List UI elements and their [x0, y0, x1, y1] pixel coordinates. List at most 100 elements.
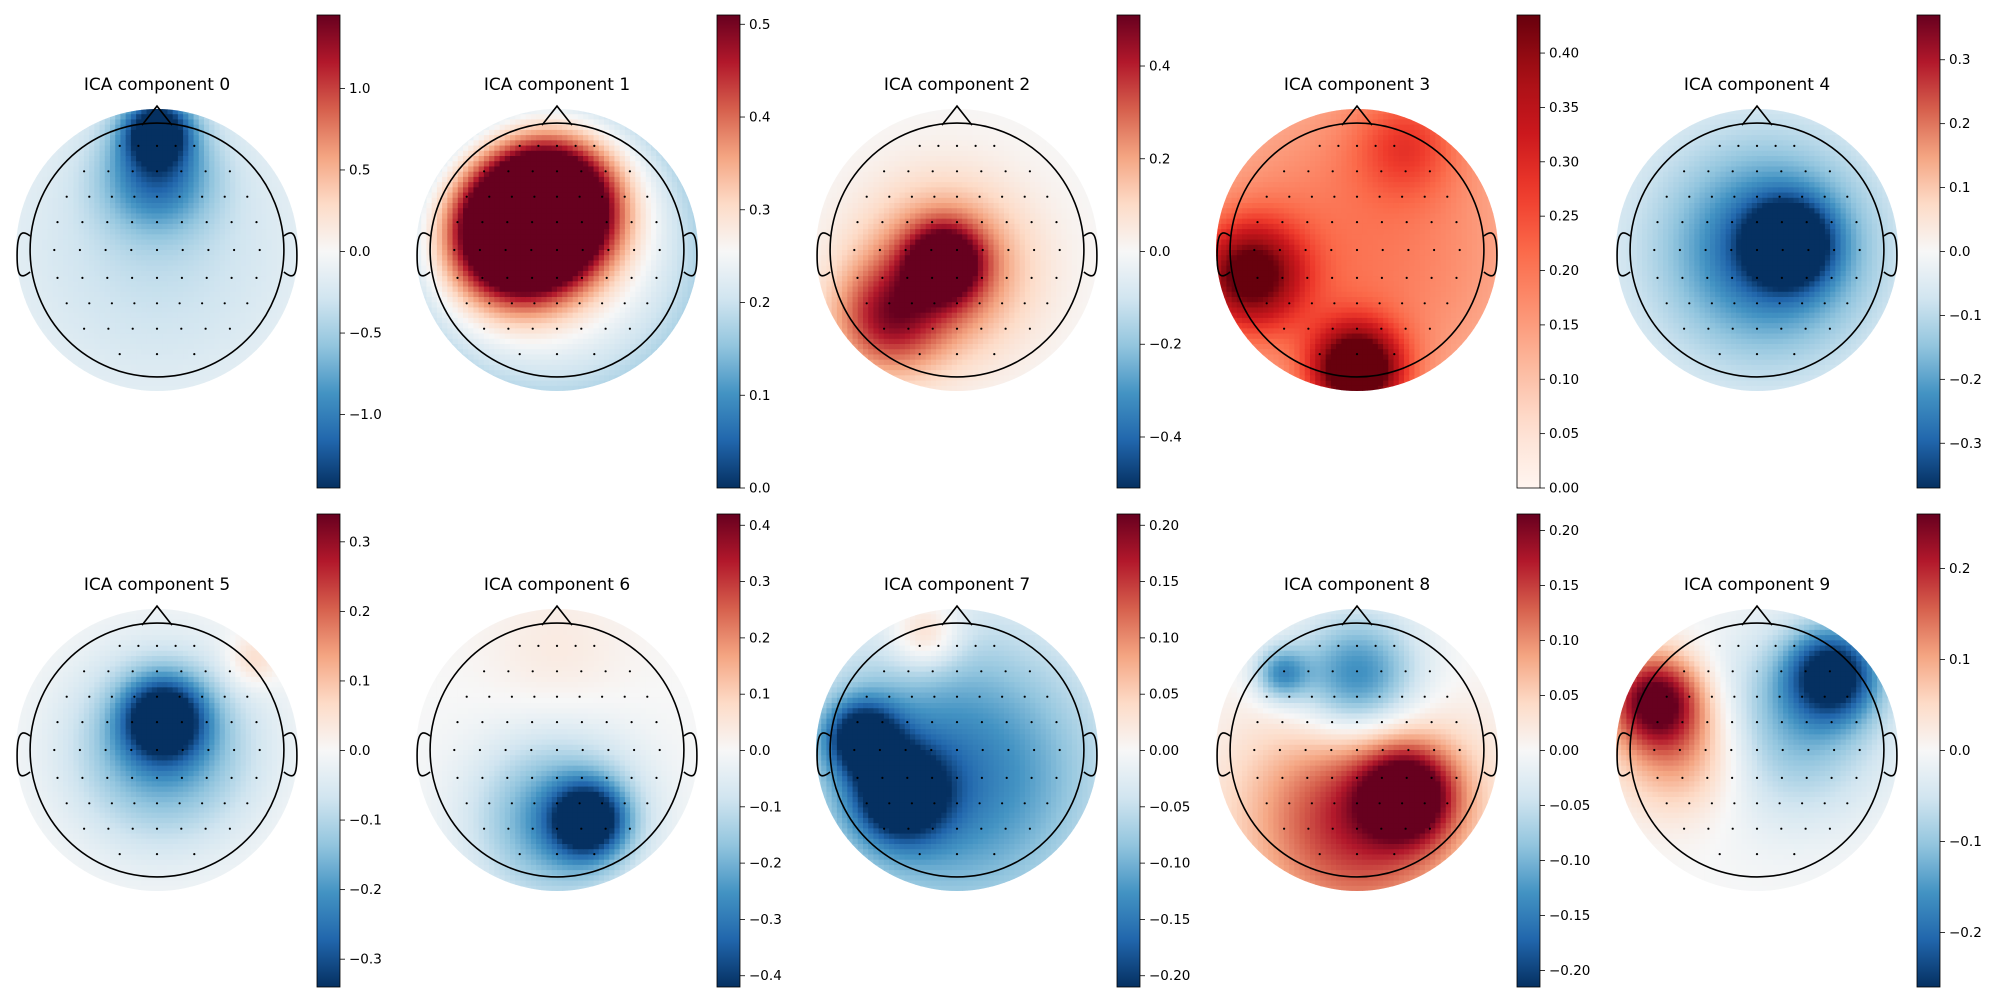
- colorbar: 0.4 0.2 0.0 −0.2 −0.4: [1116, 14, 1182, 489]
- sensor-dot: [1004, 670, 1007, 673]
- colorbar-tick-label: 0.2: [749, 630, 770, 646]
- topomap-title: ICA component 6: [484, 575, 630, 595]
- sensor-dot: [1355, 853, 1359, 856]
- sensor-dot: [955, 748, 959, 752]
- sensor-dot: [1805, 276, 1808, 279]
- sensor-dot: [1731, 721, 1734, 724]
- sensor-dot: [1028, 327, 1031, 330]
- nose-outline: [1341, 104, 1373, 126]
- sensor-dot: [258, 248, 261, 252]
- sensor-dot: [1374, 644, 1377, 648]
- colorbar-tick-label: 0.2: [749, 295, 770, 311]
- sensor-dot: [246, 195, 249, 198]
- nose-outline: [941, 604, 973, 626]
- sensor-dot: [255, 776, 258, 780]
- topomap-panel-5: ICA component 5 0.3 0.2 0.1 0.0 −0.1 −0.2 −0.3: [16, 513, 382, 988]
- sensor-dot: [1755, 644, 1759, 648]
- sensor-dot: [518, 853, 521, 856]
- sensor-dot: [133, 302, 136, 305]
- sensor-dot: [1380, 221, 1383, 224]
- head-outline: [1629, 122, 1885, 378]
- colorbar-tick-label: 0.05: [1549, 426, 1579, 442]
- left-ear-outline: [16, 232, 31, 277]
- sensor-dot: [1355, 248, 1359, 252]
- sensor-dot: [531, 827, 534, 830]
- sensor-dot: [1355, 670, 1359, 673]
- sensor-dot: [533, 695, 536, 698]
- colorbar: 0.3 0.2 0.1 0.0 −0.1 −0.2 −0.3: [316, 513, 382, 988]
- colorbar-tick-label: −0.2: [1949, 925, 1982, 941]
- sensor-dot: [1393, 353, 1396, 356]
- sensor-dot: [1318, 353, 1321, 356]
- sensor-dot: [646, 802, 649, 805]
- sensor-dot: [883, 670, 886, 673]
- sensor-dot: [1755, 353, 1759, 356]
- colorbar-tick-label: 0.40: [1549, 46, 1579, 62]
- sensor-dot: [56, 276, 59, 279]
- sensor-dot: [1333, 302, 1336, 305]
- sensor-dot: [931, 721, 934, 724]
- sensor-dot: [1656, 276, 1659, 279]
- sensor-dot: [993, 853, 996, 856]
- sensor-dot: [937, 144, 940, 147]
- sensor-dot: [955, 776, 959, 780]
- sensor-dot: [1004, 827, 1007, 830]
- sensor-dot: [1778, 195, 1781, 198]
- colorbar-tick-label: −0.2: [749, 856, 782, 872]
- colorbar-tick-label: 0.3: [749, 574, 770, 590]
- sensor-dot: [155, 776, 159, 780]
- sensor-dot: [1718, 144, 1721, 147]
- sensor-dot: [1805, 776, 1808, 780]
- sensor-dot: [1355, 802, 1359, 805]
- sensor-dot: [881, 221, 884, 224]
- colorbar: 0.20 0.15 0.10 0.05 0.00 −0.05 −0.10 −0.15 −0.20: [1116, 513, 1190, 988]
- sensor-dot: [1846, 302, 1849, 305]
- sensor-dot: [481, 721, 484, 724]
- right-ear-outline: [1083, 232, 1098, 277]
- sensor-dot: [131, 276, 134, 279]
- sensor-dot: [580, 827, 583, 830]
- sensor-dot: [1793, 644, 1796, 648]
- sensor-dot: [1281, 721, 1284, 724]
- sensor-dot: [1710, 302, 1713, 305]
- colorbar-gradient: [1516, 14, 1541, 489]
- colorbar-tick-label: −1.0: [349, 407, 382, 423]
- sensor-dot: [507, 170, 510, 173]
- sensor-dot: [488, 195, 491, 198]
- sensor-dot: [1055, 221, 1058, 224]
- colorbar-tick-label: −0.10: [1549, 853, 1590, 869]
- sensor-dot: [1665, 695, 1668, 698]
- sensor-dot: [1430, 221, 1433, 224]
- sensor-dot: [888, 195, 891, 198]
- sensor-dot: [955, 327, 959, 330]
- nose-outline: [141, 604, 173, 626]
- sensor-dot: [1355, 353, 1359, 356]
- sensor-dot: [628, 670, 632, 673]
- sensor-dot: [904, 748, 907, 752]
- sensor-dot: [601, 195, 604, 198]
- sensor-dot: [1281, 276, 1284, 279]
- sensor-dot: [531, 221, 534, 224]
- sensor-dot: [1733, 302, 1736, 305]
- sensor-dot: [1755, 144, 1759, 147]
- sensor-dot: [1355, 695, 1359, 698]
- sensor-dot: [1733, 195, 1736, 198]
- sensor-dot: [155, 327, 159, 330]
- sensor-dot: [607, 748, 610, 752]
- sensor-dot: [1001, 802, 1004, 805]
- sensor-dot: [1678, 248, 1681, 252]
- sensor-dot: [207, 248, 210, 252]
- sensor-dot: [1855, 776, 1858, 780]
- sensor-dot: [1707, 827, 1710, 830]
- sensor-dot: [1005, 276, 1008, 279]
- sensor-dot: [1774, 144, 1777, 147]
- sensor-dot: [1337, 144, 1340, 147]
- sensor-dot: [1855, 721, 1858, 724]
- sensor-dot: [1355, 721, 1359, 724]
- sensor-dot: [1446, 195, 1449, 198]
- sensor-dot: [1780, 170, 1783, 173]
- sensor-dot: [83, 327, 86, 330]
- sensor-dot: [1278, 748, 1281, 752]
- sensor-dot: [1755, 695, 1759, 698]
- sensor-dot: [1318, 644, 1321, 648]
